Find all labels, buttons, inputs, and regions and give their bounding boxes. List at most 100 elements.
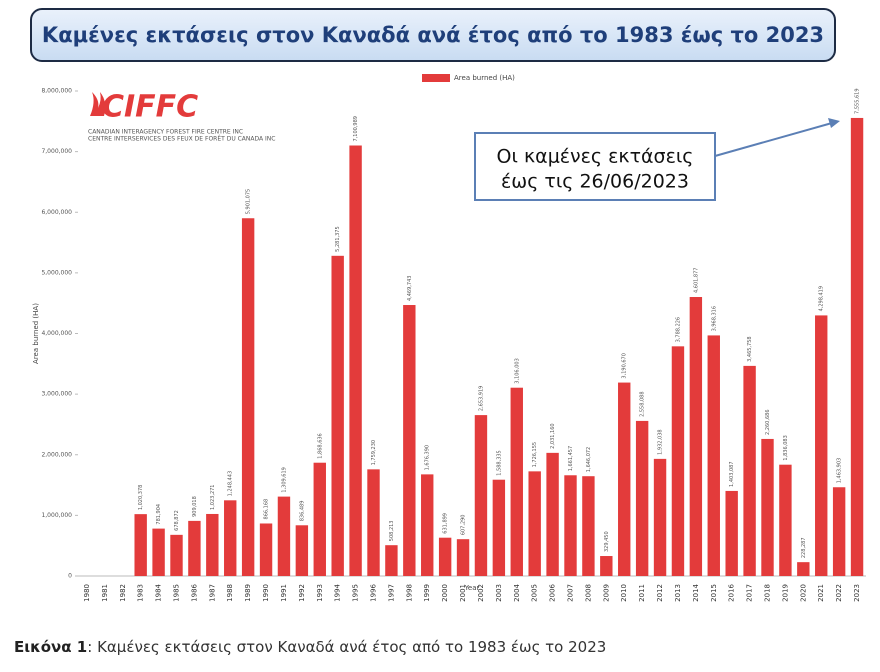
x-tick-label: 2012	[656, 584, 664, 602]
bar	[600, 556, 613, 576]
x-tick-label: 1986	[190, 583, 198, 601]
bar	[546, 452, 559, 576]
bar	[224, 500, 237, 576]
logo-line: CANADIAN INTERAGENCY FOREST FIRE CENTRE …	[88, 129, 243, 136]
data-label: 1,932,038	[658, 429, 664, 454]
bar	[797, 562, 810, 576]
x-tick-label: 2020	[799, 584, 807, 602]
x-tick-label: 2004	[513, 583, 521, 601]
x-tick-label: 2013	[674, 584, 682, 602]
x-tick-label: 2003	[495, 584, 503, 602]
logo: CIFFC CANADIAN INTERAGENCY FOREST FIRE C…	[88, 90, 275, 143]
bar	[295, 525, 309, 576]
data-label: 228,287	[801, 537, 807, 558]
bar	[671, 346, 685, 576]
x-tick-label: 2010	[620, 584, 628, 602]
bar	[188, 520, 201, 576]
x-tick-label: 1984	[155, 583, 163, 601]
bar	[635, 420, 649, 576]
x-tick-label: 1994	[334, 583, 342, 601]
y-tick-label: 7,000,000	[41, 148, 72, 155]
bar	[456, 539, 470, 576]
bar	[134, 514, 147, 576]
x-tick-label: 1997	[387, 584, 395, 602]
x-tick-label: 1993	[316, 584, 324, 602]
x-tick-label: 1983	[137, 584, 145, 602]
annotation-arrowhead	[828, 118, 840, 128]
bar	[707, 335, 720, 576]
x-tick-label: 1989	[244, 584, 252, 602]
y-tick-label: 3,000,000	[41, 391, 72, 398]
x-tick-label: 2022	[835, 584, 843, 602]
bar	[259, 523, 273, 576]
x-tick-label: 1996	[370, 583, 378, 601]
x-tick-label: 2019	[781, 584, 789, 602]
x-tick-label: 2007	[567, 584, 575, 602]
data-label: 3,465,758	[747, 336, 753, 361]
bar	[832, 487, 846, 576]
x-tick-label: 1981	[101, 584, 109, 602]
data-label: 1,023,271	[210, 485, 216, 510]
bar	[528, 471, 541, 576]
logo-flame	[90, 92, 106, 116]
data-label: 1,726,155	[532, 442, 538, 467]
bar	[725, 490, 738, 576]
bar	[349, 145, 362, 576]
data-label: 1,403,087	[729, 461, 735, 486]
annotation: Οι καμένες εκτάσεις έως τις 26/06/2023	[474, 118, 840, 201]
bar	[510, 387, 523, 576]
x-tick-label: 1988	[226, 584, 234, 602]
banner-title: Καμένες εκτάσεις στον Καναδά ανά έτος απ…	[41, 23, 825, 47]
bar	[403, 305, 416, 576]
data-label: 1,020,378	[138, 485, 144, 510]
data-label: 3,190,670	[622, 353, 628, 378]
legend-label: Area burned (HA)	[454, 74, 515, 82]
y-tick-label: 5,000,000	[41, 269, 72, 276]
data-label: 2,558,088	[640, 391, 646, 416]
x-tick-label: 2001	[459, 584, 467, 602]
x-tick-label: 2009	[602, 584, 610, 602]
x-tick-label: 1987	[208, 584, 216, 602]
data-label: 781,904	[156, 504, 162, 525]
bar	[761, 438, 774, 576]
bar	[779, 464, 792, 576]
y-tick-label: 0	[68, 573, 72, 580]
x-tick-label: 1998	[405, 584, 413, 602]
annotation-text: έως τις 26/06/2023	[501, 171, 689, 193]
x-tick-label: 1999	[423, 584, 431, 602]
data-label: 4,469,743	[407, 276, 413, 301]
x-tick-label: 1995	[352, 584, 360, 602]
x-tick-label: 2011	[638, 584, 646, 602]
data-label: 1,759,230	[371, 440, 377, 465]
legend-swatch	[422, 74, 450, 82]
bar	[492, 479, 506, 576]
logo-line: CENTRE INTERSERVICES DES FEUX DE FORÊT D…	[88, 135, 275, 143]
data-label: 836,489	[299, 501, 305, 522]
x-tick-label: 2017	[746, 584, 754, 602]
data-label: 508,213	[389, 521, 395, 542]
x-tick-label: 1985	[173, 584, 181, 602]
data-label: 1,248,443	[228, 471, 234, 496]
x-tick-label: 2002	[477, 584, 485, 602]
data-label: 1,868,636	[317, 433, 323, 458]
annotation-arrow	[714, 122, 833, 157]
data-label: 2,031,160	[550, 423, 556, 448]
x-tick-label: 1991	[280, 584, 288, 602]
x-tick-label: 2000	[441, 584, 449, 602]
data-label: 607,290	[461, 514, 467, 535]
bar	[313, 462, 326, 576]
data-label: 2,260,686	[765, 409, 771, 434]
y-axis-label: Area burned (HA)	[32, 303, 40, 364]
data-label: 7,100,989	[353, 116, 359, 141]
data-label: 1,646,072	[586, 447, 592, 472]
bar	[241, 218, 255, 577]
banner: Καμένες εκτάσεις στον Καναδά ανά έτος απ…	[30, 8, 836, 62]
x-tick-label: 2016	[728, 583, 736, 601]
x-tick-label: 2023	[853, 584, 861, 602]
y-tick-label: 1,000,000	[41, 512, 72, 519]
annotation-text: Οι καμένες εκτάσεις	[497, 146, 694, 168]
data-label: 5,281,375	[335, 226, 341, 251]
data-label: 866,168	[264, 499, 270, 520]
y-tick-label: 8,000,000	[41, 88, 72, 95]
